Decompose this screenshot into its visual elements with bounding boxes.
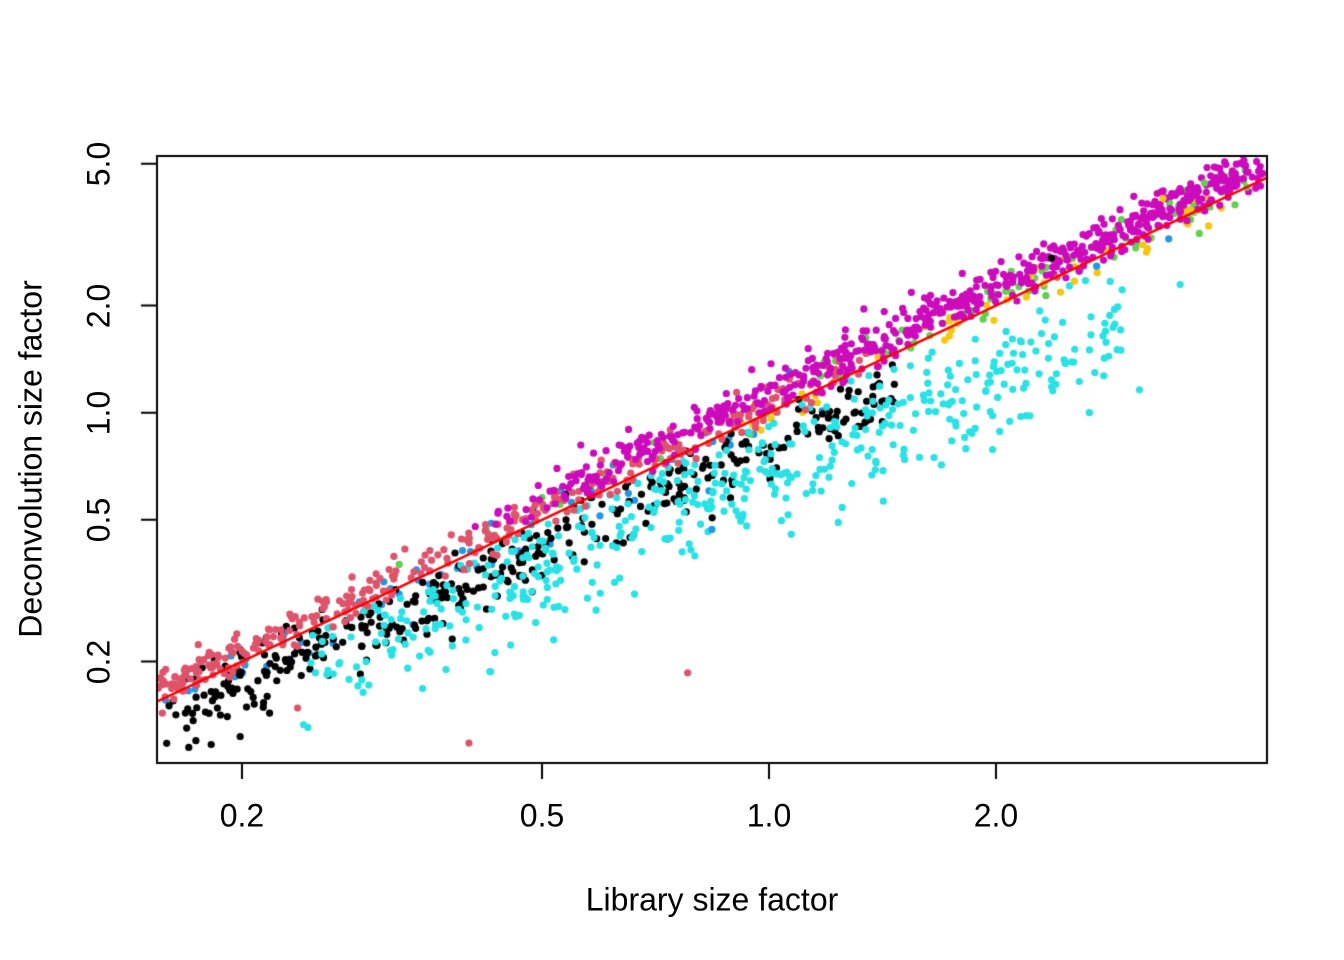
x-tick-label: 0.5 — [519, 797, 565, 834]
y-tick-label: 1.0 — [80, 390, 117, 435]
y-tick-label: 2.0 — [80, 283, 117, 328]
y-tick-label: 0.5 — [80, 497, 117, 543]
x-axis-title: Library size factor — [585, 881, 839, 918]
x-tick-label: 2.0 — [973, 797, 1019, 834]
y-axis-title: Deconvolution size factor — [12, 280, 49, 638]
x-tick-label: 1.0 — [746, 797, 792, 834]
x-tick-label: 0.2 — [219, 797, 265, 834]
y-tick-label: 0.2 — [80, 639, 117, 684]
y-tick-label: 5.0 — [80, 141, 117, 187]
